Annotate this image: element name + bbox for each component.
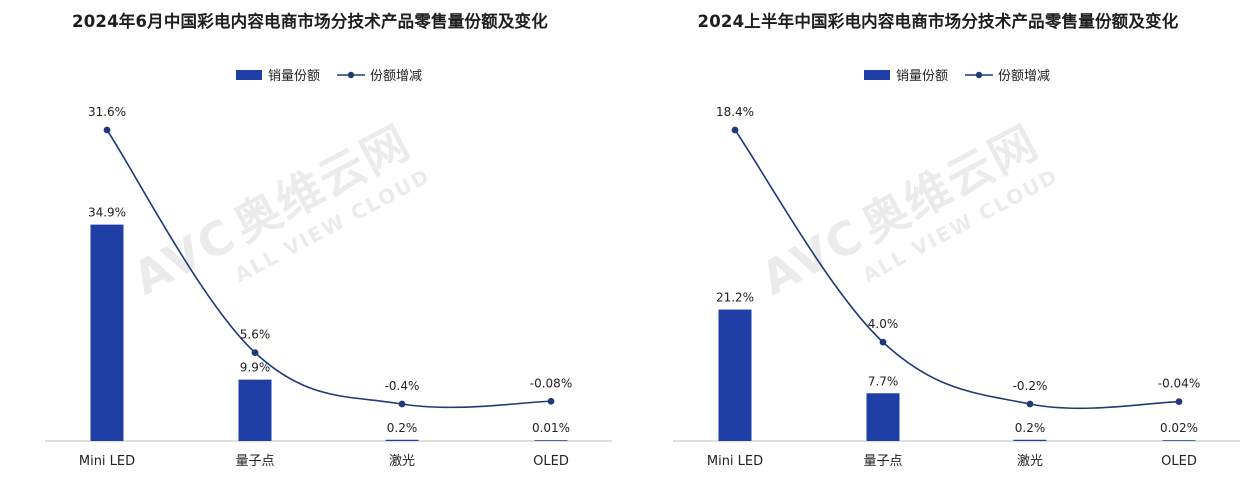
bar-data-label: 9.9%: [240, 361, 271, 375]
x-axis-labels: Mini LED 量子点 激光 OLED: [707, 454, 1197, 469]
legend-line-marker: [347, 71, 355, 79]
bar: [718, 309, 752, 441]
bar-data-label: 0.02%: [1160, 421, 1198, 435]
legend-line-marker: [975, 71, 983, 79]
line-point: [1026, 400, 1034, 408]
legend-label-line: 份额增减: [998, 69, 1050, 84]
line-data-label: -0.04%: [1158, 377, 1200, 391]
bar: [534, 440, 568, 441]
category-label: Mini LED: [79, 454, 135, 469]
bar: [866, 393, 900, 441]
category-label: OLED: [533, 454, 569, 469]
legend-label-line: 份额增减: [370, 69, 422, 84]
bar-data-label: 0.01%: [532, 421, 570, 435]
line-data-label: -0.4%: [385, 379, 420, 393]
category-label: Mini LED: [707, 454, 763, 469]
bar-data-label: 0.2%: [387, 421, 418, 435]
line-data-label: -0.08%: [530, 376, 572, 390]
bar: [1162, 440, 1196, 441]
legend-bar-swatch: [236, 70, 262, 80]
line-point: [103, 126, 111, 134]
bar-series: 34.9% 9.9% 0.2% 0.01%: [88, 206, 570, 441]
line-data-label: 4.0%: [868, 317, 899, 331]
chart-panel-h1: 2024上半年中国彩电内容电商市场分技术产品零售量份额及变化 AVC 奥维云网 …: [628, 0, 1248, 479]
x-axis-labels: Mini LED 量子点 激光 OLED: [79, 454, 569, 469]
line-series: 31.6% 5.6% -0.4% -0.08%: [88, 105, 572, 409]
bar-data-label: 0.2%: [1015, 421, 1046, 435]
legend: 销量份额 份额增减: [864, 69, 1050, 84]
category-label: 激光: [389, 454, 415, 469]
bar-data-label: 21.2%: [716, 291, 754, 305]
line-series: 18.4% 4.0% -0.2% -0.04%: [716, 105, 1200, 410]
line-point: [398, 400, 406, 408]
bar: [385, 439, 419, 441]
bar: [90, 224, 124, 441]
bar-series: 21.2% 7.7% 0.2% 0.02%: [716, 291, 1198, 441]
legend-label-bar: 销量份额: [268, 69, 320, 84]
chart-panel-june: 2024年6月中国彩电内容电商市场分技术产品零售量份额及变化 AVC 奥维云网 …: [0, 0, 620, 479]
legend-bar-swatch: [864, 70, 890, 80]
chart-title: 2024上半年中国彩电内容电商市场分技术产品零售量份额及变化: [697, 12, 1179, 31]
line-data-label: 31.6%: [88, 105, 126, 119]
category-label: 量子点: [235, 454, 274, 469]
bar-data-label: 7.7%: [868, 374, 899, 388]
combo-chart: 销量份额 份额增减 21.2% 7.7% 0.2% 0.02% 18.4% 4.0% -0.2%…: [673, 69, 1240, 469]
line-point: [251, 349, 259, 357]
line-point: [731, 126, 739, 134]
line-data-label: 5.6%: [240, 328, 271, 342]
legend-label-bar: 销量份额: [896, 69, 948, 84]
line-data-label: -0.2%: [1013, 379, 1048, 393]
line-point: [879, 338, 887, 346]
category-label: OLED: [1161, 454, 1197, 469]
line-data-label: 18.4%: [716, 105, 754, 119]
category-label: 量子点: [863, 454, 902, 469]
trend-line: [106, 129, 552, 409]
legend: 销量份额 份额增减: [236, 69, 422, 84]
category-label: 激光: [1017, 454, 1043, 469]
line-point: [547, 397, 555, 405]
bar: [238, 379, 272, 441]
chart-title: 2024年6月中国彩电内容电商市场分技术产品零售量份额及变化: [72, 12, 548, 31]
line-point: [1175, 398, 1183, 406]
bar-data-label: 34.9%: [88, 206, 126, 220]
trend-line: [734, 129, 1180, 410]
bar: [1013, 439, 1047, 441]
combo-chart: 销量份额 份额增减 34.9% 9.9% 0.2% 0.01% 31.6% 5.6% -0.4%…: [45, 69, 612, 469]
